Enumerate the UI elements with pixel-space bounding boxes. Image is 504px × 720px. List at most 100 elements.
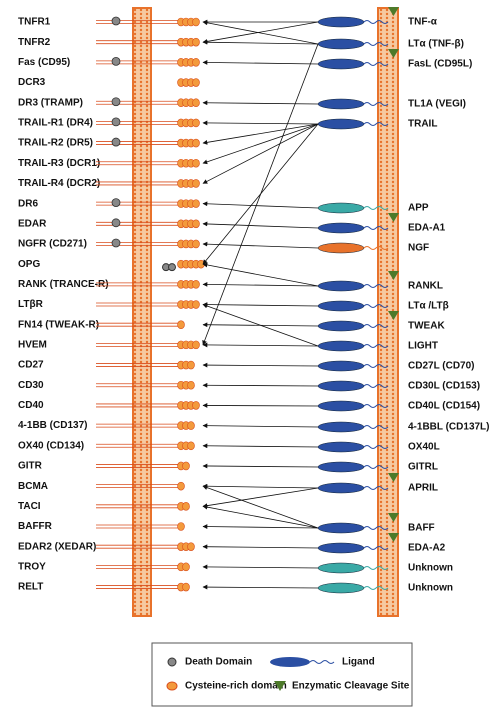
cysteine-domain [177, 481, 185, 491]
ligand-tail [363, 20, 389, 24]
interaction-arrow [202, 403, 319, 408]
interaction-arrow [202, 463, 319, 469]
ligand-tail [363, 246, 389, 250]
ligand-tail [363, 42, 389, 46]
death-domain [111, 117, 121, 127]
death-domain [111, 16, 121, 26]
receptor-label: GITR [18, 461, 43, 472]
receptor-label: TRAIL-R4 (DCR2) [18, 178, 100, 189]
cysteine-domain [192, 239, 200, 249]
receptor-label: TRAIL-R3 (DCR1) [18, 158, 100, 169]
ligand-tail [363, 344, 389, 348]
death-domain [168, 263, 176, 272]
legend-ligand-tail [309, 660, 335, 664]
interaction-arrow [202, 262, 319, 287]
ligand-label: NGF [408, 243, 429, 254]
receptor-label: TROY [18, 562, 46, 573]
interaction-arrow [202, 524, 319, 529]
ligand [317, 562, 365, 574]
legend-box [151, 642, 413, 707]
ligand [317, 380, 365, 392]
interaction-arrow [202, 382, 319, 388]
ligand-tail [363, 546, 389, 550]
interaction-arrow [202, 362, 319, 368]
ligand [317, 222, 365, 234]
cleavage-site [388, 473, 399, 482]
ligand [317, 300, 365, 312]
receptor-label: RELT [18, 582, 43, 593]
receptor-label: OPG [18, 259, 40, 270]
cleavage-site [388, 513, 399, 522]
interaction-arrow [202, 504, 319, 529]
death-domain [111, 198, 121, 208]
ligand [317, 242, 365, 254]
interaction-arrow [202, 241, 319, 249]
cysteine-domain [192, 219, 200, 229]
cysteine-domain [182, 502, 190, 511]
receptor-label: LTβR [18, 299, 44, 310]
legend-text: Ligand [342, 657, 375, 668]
cysteine-domain [192, 179, 200, 188]
interaction-arrow [202, 201, 319, 209]
receptor-label: EDAR [18, 218, 47, 229]
ligand-tail [363, 465, 389, 469]
ligand-label: Unknown [408, 583, 453, 594]
ligand-label: TNF-α [408, 17, 438, 28]
ligand-label: BAFF [408, 523, 435, 534]
ligand-tail [363, 364, 389, 368]
ligand-tail [363, 226, 389, 230]
legend-text: Cysteine-rich domain [185, 681, 287, 692]
receptor-label: DR3 (TRAMP) [18, 97, 83, 108]
receptor-label: NGFR (CD271) [18, 239, 87, 250]
interaction-arrow [202, 221, 319, 229]
ligand-tail [363, 526, 389, 530]
cysteine-domain [192, 280, 200, 289]
ligand-label: APP [408, 203, 429, 214]
ligand [317, 280, 365, 292]
receptor-label: FN14 (TWEAK-R) [18, 319, 99, 330]
cysteine-domain [192, 300, 200, 309]
receptor-label: TNFR2 [18, 37, 51, 48]
receptor-label: 4-1BB (CD137) [18, 420, 87, 431]
cysteine-domain [192, 98, 200, 108]
legend-text: Enzymatic Cleavage Site [292, 681, 410, 692]
ligand [317, 340, 365, 352]
ligand-label: GITRL [408, 462, 438, 473]
cysteine-domain [192, 17, 200, 27]
ligand-tail [363, 384, 389, 388]
receptor-label: BAFFR [18, 521, 53, 532]
cysteine-domain [177, 320, 185, 330]
receptor-label: EDAR2 (XEDAR) [18, 541, 96, 552]
cysteine-domain [192, 78, 200, 87]
cysteine-domain [192, 401, 200, 410]
interaction-arrow [202, 443, 319, 449]
ligand [317, 118, 365, 130]
ligand-label: CD40L (CD154) [408, 401, 480, 412]
cysteine-domain [192, 37, 200, 47]
interaction-arrow [202, 322, 319, 328]
ligand-label: LTα (TNF-β) [408, 39, 464, 50]
receptor-label: CD30 [18, 380, 44, 391]
ligand-label: FasL (CD95L) [408, 59, 472, 70]
ligand [317, 542, 365, 554]
cleavage-site [388, 7, 399, 16]
cysteine-domain [192, 118, 200, 128]
ligand [317, 441, 365, 453]
interaction-arrow [202, 123, 319, 184]
legend: Death Domain Cysteine-rich domain Ligand… [151, 642, 413, 707]
ligand-tail [363, 404, 389, 408]
ligand-tail [363, 206, 389, 210]
cleavage-site [388, 213, 399, 222]
cysteine-domain [182, 461, 190, 471]
ligand [317, 482, 365, 494]
cysteine-domain [182, 582, 190, 592]
cysteine-domain [187, 542, 195, 551]
interaction-arrow [202, 342, 319, 348]
ligand [317, 320, 365, 332]
interaction-arrow [202, 564, 319, 570]
receptor-label: CD40 [18, 400, 44, 411]
ligand-label: TRAIL [408, 119, 437, 130]
receptor-label: BCMA [18, 481, 48, 492]
legend-text: Death Domain [185, 657, 252, 668]
